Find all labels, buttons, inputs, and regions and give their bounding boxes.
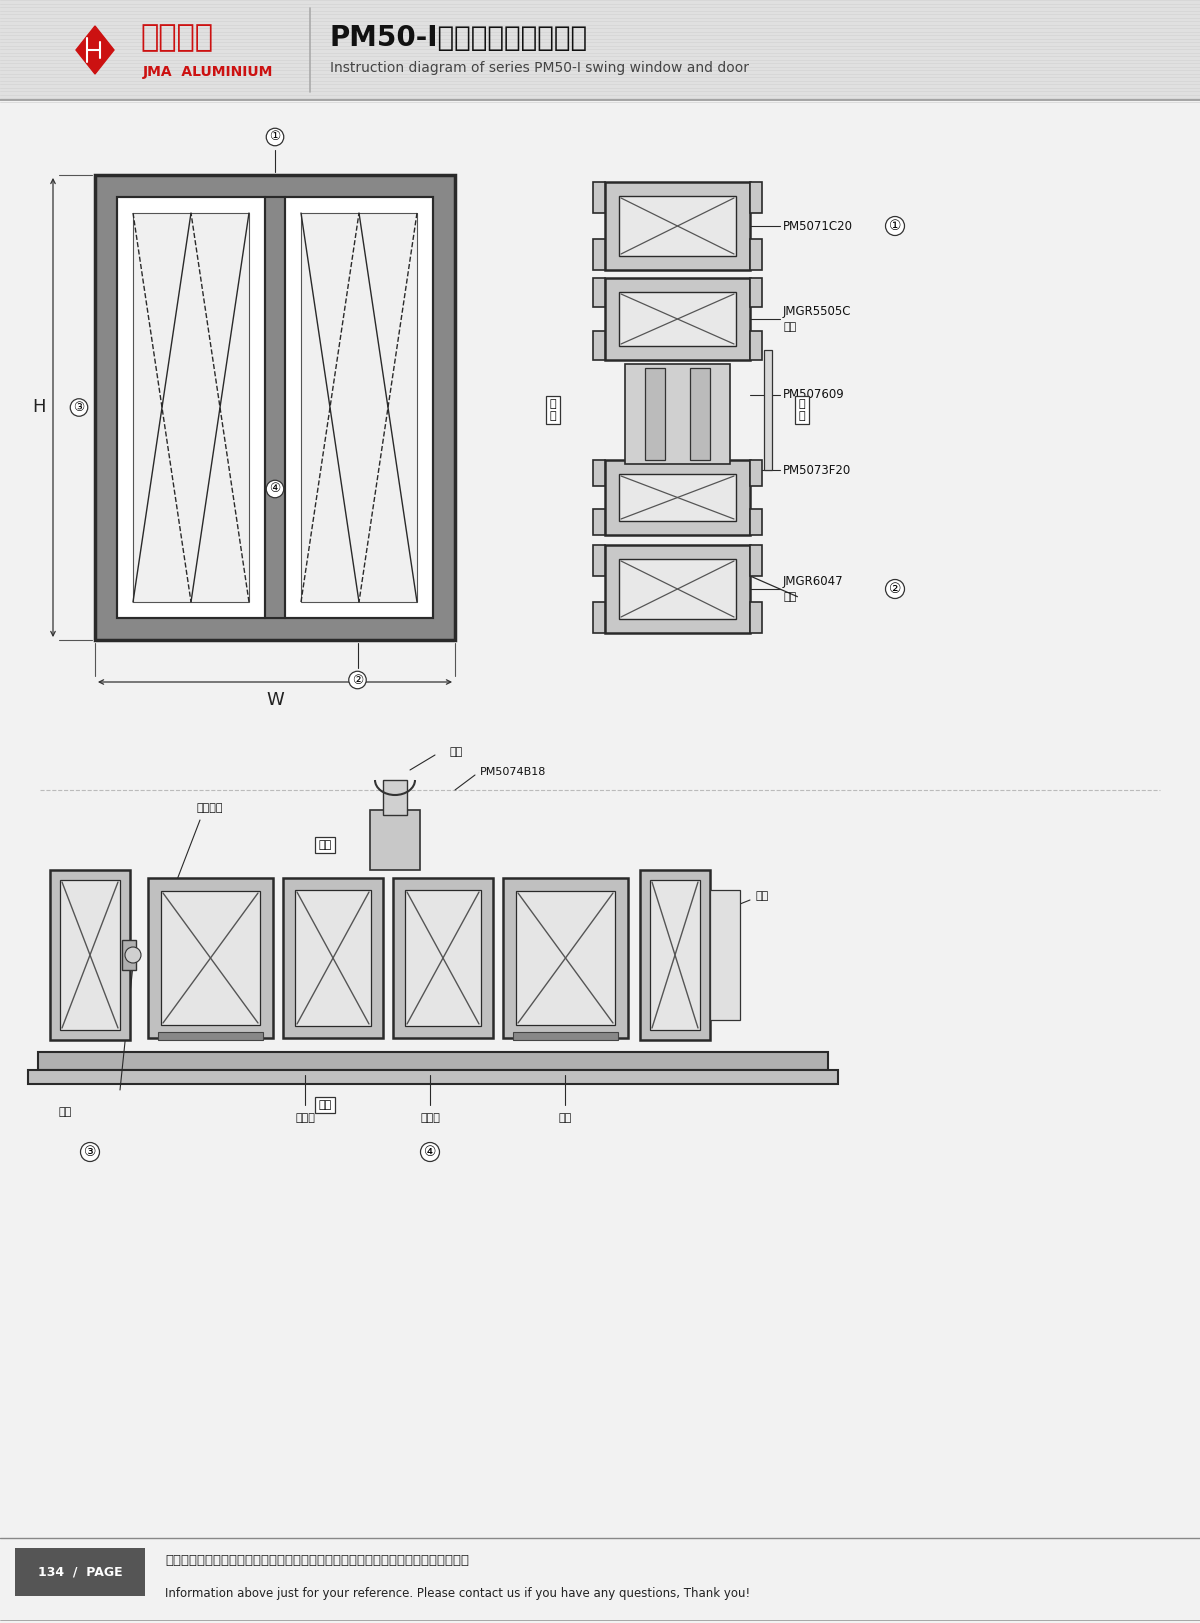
Bar [301, 213, 418, 602]
Bar [750, 545, 762, 576]
Bar [514, 1032, 618, 1040]
Text: 执手: 执手 [450, 747, 463, 756]
Text: W: W [266, 691, 284, 709]
Text: 玻璃胶: 玻璃胶 [295, 1113, 314, 1123]
Text: ①: ① [269, 130, 281, 143]
Bar [295, 889, 371, 1026]
Bar [394, 878, 493, 1039]
Bar [95, 175, 455, 639]
Bar [503, 878, 628, 1039]
Text: Instruction diagram of series PM50-I swing window and door: Instruction diagram of series PM50-I swi… [330, 62, 749, 75]
Text: 玻璃: 玻璃 [755, 891, 768, 901]
Text: 防水胶条: 防水胶条 [197, 803, 223, 813]
Text: Information above just for your reference. Please contact us if you have any que: Information above just for your referenc… [166, 1587, 750, 1600]
Text: PM507609: PM507609 [784, 388, 845, 401]
Bar [0, 0, 1200, 101]
Text: ②: ② [352, 674, 364, 687]
Bar [619, 292, 736, 346]
Bar [133, 213, 250, 602]
Text: 插销: 插销 [558, 1113, 571, 1123]
Bar [593, 239, 605, 269]
Bar [690, 368, 710, 459]
Text: 两点锁: 两点锁 [420, 1113, 440, 1123]
Bar [118, 196, 265, 618]
Bar [619, 474, 736, 521]
Bar [750, 278, 762, 307]
Bar [383, 781, 407, 815]
Text: PM5074B18: PM5074B18 [480, 768, 546, 777]
Text: ③: ③ [73, 401, 85, 414]
Text: ③: ③ [84, 1144, 96, 1159]
Bar [619, 196, 736, 256]
Text: 室
内: 室 内 [550, 399, 557, 420]
Bar [750, 239, 762, 269]
Bar [60, 880, 120, 1031]
Bar [593, 182, 605, 213]
Text: JMGR6047: JMGR6047 [784, 575, 844, 588]
Text: 134  /  PAGE: 134 / PAGE [37, 1566, 122, 1579]
Text: 角码: 角码 [784, 321, 797, 333]
Bar [283, 878, 383, 1039]
Bar [605, 459, 750, 536]
Bar [28, 1070, 838, 1084]
Circle shape [125, 946, 142, 962]
Bar [148, 878, 274, 1039]
Bar [650, 880, 700, 1031]
Bar [764, 351, 772, 471]
Text: JMGR5505C: JMGR5505C [784, 305, 852, 318]
Bar [710, 889, 740, 1019]
Polygon shape [76, 26, 114, 75]
Text: 图中所示型材截面、装配、编号、尺寸及重量仅供参考。如有疑问，请向本公司查询。: 图中所示型材截面、装配、编号、尺寸及重量仅供参考。如有疑问，请向本公司查询。 [166, 1553, 469, 1566]
Bar [750, 459, 762, 487]
Bar [625, 364, 730, 464]
Text: 角码: 角码 [784, 592, 797, 602]
Bar [593, 331, 605, 360]
Text: PM5071C20: PM5071C20 [784, 219, 853, 232]
Bar [38, 1052, 828, 1070]
Text: ②: ② [889, 583, 901, 596]
Text: 坚美铝业: 坚美铝业 [140, 23, 214, 52]
Text: JMA  ALUMINIUM: JMA ALUMINIUM [143, 65, 274, 80]
Bar [619, 558, 736, 618]
Bar [750, 331, 762, 360]
Bar [161, 891, 260, 1026]
Bar [646, 368, 665, 459]
Text: 室内: 室内 [318, 841, 331, 850]
Bar [750, 182, 762, 213]
Bar [593, 545, 605, 576]
Bar [640, 870, 710, 1040]
Text: ①: ① [889, 219, 901, 234]
Text: ④: ④ [269, 482, 281, 495]
Bar [14, 1548, 145, 1595]
Text: ④: ④ [424, 1144, 437, 1159]
Text: H: H [32, 399, 46, 417]
Bar [605, 545, 750, 633]
Text: 室外: 室外 [318, 1100, 331, 1110]
Bar [516, 891, 616, 1026]
Bar [605, 182, 750, 269]
Bar [593, 459, 605, 487]
Bar [118, 196, 433, 618]
Bar [593, 278, 605, 307]
Bar [750, 602, 762, 633]
Bar [605, 278, 750, 360]
Bar [593, 602, 605, 633]
Bar [750, 508, 762, 536]
Text: 合页: 合页 [59, 1107, 72, 1117]
Bar [593, 508, 605, 536]
Bar [370, 810, 420, 870]
Text: PM5073F20: PM5073F20 [784, 464, 851, 477]
Bar [286, 196, 433, 618]
Bar [158, 1032, 263, 1040]
Text: PM50-I系列平开门窗结构图: PM50-I系列平开门窗结构图 [330, 24, 588, 52]
Bar [406, 889, 481, 1026]
Bar [265, 196, 286, 618]
Text: 室
外: 室 外 [799, 399, 805, 420]
Bar [122, 940, 136, 971]
Bar [50, 870, 130, 1040]
